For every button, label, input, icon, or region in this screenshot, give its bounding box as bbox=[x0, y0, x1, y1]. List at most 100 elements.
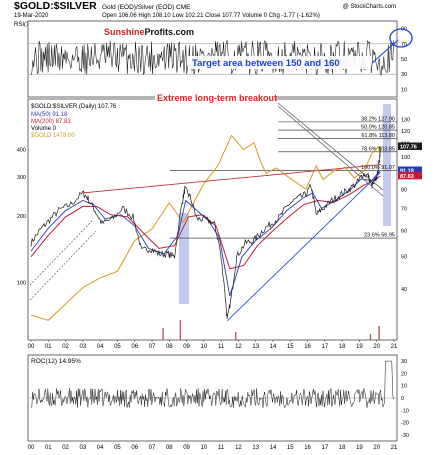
x-tick-label: 17 bbox=[322, 344, 329, 350]
x-tick-label-roc: 15 bbox=[287, 445, 294, 450]
chart-ticker-desc: Gold (EOD)/Silver (EOD) CME bbox=[102, 4, 191, 11]
roc-label: ROC(12) 14.95% bbox=[31, 358, 81, 365]
x-tick-label: 19 bbox=[356, 344, 363, 350]
x-tick-label: 15 bbox=[287, 344, 294, 350]
target-arrow bbox=[371, 39, 399, 64]
gold-tick-label: 100 bbox=[17, 281, 26, 287]
gold-tick-label: 400 bbox=[17, 148, 26, 154]
roc-tick-label: 30 bbox=[401, 359, 407, 365]
value-tag-bg bbox=[398, 166, 422, 174]
rsi-tick-label: 50 bbox=[401, 57, 407, 63]
legend-main: $GOLD:$SILVER (Daily) 107.76 bbox=[31, 104, 117, 110]
main-panel bbox=[27, 98, 398, 341]
x-tick-label-roc: 09 bbox=[183, 445, 190, 450]
fib-label: 38.2% 127.90 bbox=[361, 116, 395, 122]
x-axis-ticks: 00 00 01 01 02 02 03 03 04 04 05 05 06 06 07 07 08 08 09 09… bbox=[28, 340, 398, 451]
early-channel-line-1 bbox=[29, 220, 93, 286]
breakout-annotation: Extreme long-term breakout bbox=[157, 93, 277, 103]
x-tick-label-roc: 04 bbox=[97, 445, 104, 450]
legend-gold: $GOLD 1478.00 bbox=[31, 133, 75, 139]
x-tick-label-roc: 18 bbox=[339, 445, 346, 450]
rsi-tick-label: 10 bbox=[401, 87, 407, 93]
long-term-resistance-line bbox=[82, 164, 382, 194]
main-tick-label: 100 bbox=[401, 155, 410, 161]
x-tick-label: 03 bbox=[80, 344, 87, 350]
main-legend: $GOLD:$SILVER (Daily) 107.76 MA(50) 91.1… bbox=[31, 104, 117, 139]
roc-tick-label: -20 bbox=[401, 421, 409, 427]
breakout-annotation-box bbox=[155, 91, 276, 103]
x-tick-label-roc: 05 bbox=[114, 445, 121, 450]
x-tick-label: 04 bbox=[97, 344, 104, 350]
main-tick-label: 50 bbox=[401, 255, 407, 261]
gold-tick-label: 300 bbox=[17, 175, 26, 181]
value-tag-label: 107.76 bbox=[400, 144, 417, 150]
roc-tick-label: -30 bbox=[401, 433, 409, 439]
x-tick-label-roc: 06 bbox=[131, 445, 138, 450]
chart-date: 19-Mar-2020 bbox=[14, 13, 49, 19]
fib-label: 50.0% 120.85 bbox=[361, 125, 395, 131]
roc-tick-label: 20 bbox=[401, 371, 407, 377]
svg-text:SunshineProfits.com: SunshineProfits.com bbox=[104, 27, 194, 37]
highlight-band-2020 bbox=[383, 104, 391, 226]
volume-bar bbox=[369, 334, 372, 340]
x-tick-label: 13 bbox=[252, 344, 259, 350]
x-tick-label-roc: 13 bbox=[252, 445, 259, 450]
main-tick-label: 130 bbox=[401, 118, 410, 124]
x-tick-label: 10 bbox=[201, 344, 208, 350]
main-tick-label: 120 bbox=[401, 129, 410, 135]
x-tick-label: 00 bbox=[28, 344, 35, 350]
rising-support-line bbox=[226, 172, 381, 322]
value-tag-bg bbox=[398, 171, 422, 180]
value-tag-bg bbox=[398, 142, 422, 150]
x-tick-label-roc: 03 bbox=[80, 445, 87, 450]
x-tick-label-roc: 19 bbox=[356, 445, 363, 450]
x-tick-label: 12 bbox=[235, 344, 242, 350]
ohlc-line: Open 106.06 High 108.10 Low 102.21 Close… bbox=[102, 13, 320, 19]
roc-line bbox=[30, 360, 394, 409]
x-tick-label: 09 bbox=[183, 344, 190, 350]
legend-ma50: MA(50) 91.18 bbox=[31, 112, 68, 118]
x-tick-label-roc: 12 bbox=[235, 445, 242, 450]
x-tick-label-roc: 20 bbox=[373, 445, 380, 450]
x-tick-label: 06 bbox=[131, 344, 138, 350]
main-tick-label: 80 bbox=[401, 187, 407, 193]
x-tick-label: 16 bbox=[304, 344, 311, 350]
highlight-band-2008 bbox=[179, 213, 189, 304]
x-tick-label-roc: 01 bbox=[45, 445, 52, 450]
y-axis-ticks: 9070503010130120110100908070605040400300… bbox=[17, 27, 410, 439]
rsi-tick-label: 70 bbox=[401, 42, 407, 48]
main-tick-label: 40 bbox=[401, 287, 407, 293]
x-tick-label: 20 bbox=[373, 344, 380, 350]
ma50-series bbox=[30, 170, 381, 297]
target-annotation: Target area between 150 and 160 bbox=[192, 58, 340, 69]
site-credit: @ StockCharts.com bbox=[343, 4, 396, 10]
ma200-series bbox=[30, 175, 381, 270]
rsi-line bbox=[30, 39, 394, 76]
legend-volume: Volume 0 bbox=[31, 126, 57, 132]
rsi-tick-label: 30 bbox=[401, 72, 407, 78]
breakout-arrow-2 bbox=[277, 105, 384, 197]
x-tick-label: 18 bbox=[339, 344, 346, 350]
x-tick-label-roc: 14 bbox=[270, 445, 277, 450]
target-annotation-box bbox=[188, 56, 371, 69]
x-tick-label-roc: 07 bbox=[149, 445, 156, 450]
brand-part-profits: Profits.com bbox=[145, 27, 195, 37]
roc-tick-label: -10 bbox=[401, 408, 409, 414]
x-tick-label-roc: 17 bbox=[322, 445, 329, 450]
x-tick-label: 01 bbox=[45, 344, 52, 350]
brand-logo: SunshineProfits.com bbox=[101, 26, 215, 38]
x-tick-label-roc: 16 bbox=[304, 445, 311, 450]
x-tick-label: 21 bbox=[391, 344, 398, 350]
brand-part-sunshine: Sunshine bbox=[104, 27, 145, 37]
x-tick-label: 05 bbox=[114, 344, 121, 350]
x-tick-label-roc: 21 bbox=[391, 445, 398, 450]
main-tick-label: 60 bbox=[401, 229, 407, 235]
fib-label: 78.6% 103.85 bbox=[361, 146, 395, 152]
roc-tick-label: 0 bbox=[401, 396, 404, 402]
gold-tick-label: 200 bbox=[17, 214, 26, 220]
gold-silver-ratio-series bbox=[30, 146, 381, 319]
x-tick-label: 14 bbox=[270, 344, 277, 350]
x-tick-label: 02 bbox=[62, 344, 69, 350]
